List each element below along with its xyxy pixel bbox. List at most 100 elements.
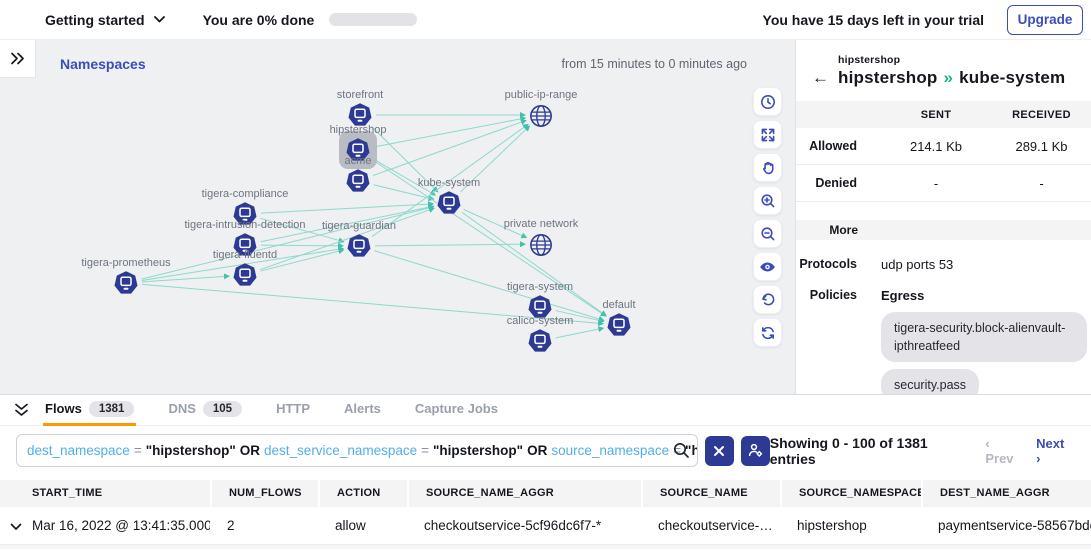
graph-node-hipstershop[interactable]: hipstershop — [330, 124, 386, 169]
cell-start_time: Mar 16, 2022 @ 13:41:35.000 — [0, 507, 210, 545]
flows-panel: Flows 1381 DNS 105 HTTP Alerts Capture Jobs de… — [0, 394, 1091, 551]
expand-row-chevron-icon[interactable] — [10, 519, 22, 534]
detail-title: hipstershop » kube-system — [838, 68, 1065, 88]
back-arrow-icon[interactable]: ← — [812, 68, 829, 87]
refresh-button[interactable] — [753, 318, 782, 347]
policy-pill: security.pass — [881, 369, 980, 394]
protocols-value: udp ports 53 — [881, 257, 954, 272]
fit-screen-button[interactable] — [753, 120, 782, 149]
received-header: RECEIVED — [1012, 108, 1071, 121]
top-bar: Getting started You are 0% done You have… — [0, 0, 1091, 40]
namespace-icon — [437, 191, 461, 215]
upgrade-button[interactable]: Upgrade — [1007, 4, 1083, 35]
more-label: More — [829, 223, 858, 237]
pan-icon — [760, 160, 776, 176]
column-header-num_flows[interactable]: NUM_FLOWS — [210, 480, 318, 507]
prev-page-button[interactable]: ‹ Prev — [985, 435, 1014, 466]
tab-http[interactable]: HTTP — [274, 395, 312, 426]
node-label: tigera-fluentd — [212, 249, 278, 261]
graph-node-tigera-guardian[interactable]: tigera-guardian — [322, 220, 396, 258]
next-page-button[interactable]: Next › — [1036, 435, 1065, 466]
cell-source_name_aggr: checkoutservice-5cf96dc6f7-* — [407, 507, 641, 545]
graph-toolbar — [753, 87, 782, 347]
cell-action: allow — [318, 507, 407, 545]
edge-detail-panel: hipstershop ← hipstershop » kube-system SE… — [795, 40, 1091, 394]
received-value: 289.1 Kb — [1015, 138, 1068, 154]
tab-alerts[interactable]: Alerts — [342, 395, 383, 426]
node-label: acme — [344, 155, 372, 167]
undo-button[interactable] — [753, 285, 782, 314]
traffic-table-body: Allowed 214.1 Kb 289.1 Kb Denied - - — [796, 128, 1091, 202]
graph-node-kube-system[interactable]: kube-system — [418, 177, 480, 215]
globe-icon — [529, 232, 553, 258]
zoom-in-button[interactable] — [753, 186, 782, 215]
node-label: calico-system — [506, 315, 574, 327]
node-label: tigera-intrusion-detection — [184, 219, 306, 231]
graph-node-public-ip-range[interactable]: public-ip-range — [505, 89, 577, 127]
query-segment-op: = — [673, 443, 682, 458]
graph-node-acme[interactable]: acme — [345, 155, 371, 193]
namespace-icon — [528, 329, 552, 353]
node-label: hipstershop — [329, 124, 387, 136]
user-settings-button[interactable] — [740, 435, 770, 466]
tab-dns[interactable]: DNS 105 — [166, 395, 244, 426]
query-segment-field: source_namespace — [551, 443, 670, 458]
column-header-dest_name_aggr[interactable]: DEST_NAME_AGGR — [921, 480, 1091, 507]
visibility-button[interactable] — [753, 252, 782, 281]
query-segment-bool: OR — [527, 443, 548, 458]
clear-filter-button[interactable] — [704, 435, 734, 466]
graph-edges — [141, 112, 607, 339]
zoom-out-button[interactable] — [753, 219, 782, 248]
getting-started-label: Getting started — [45, 11, 145, 28]
namespace-icon — [233, 202, 257, 226]
next-row-strip — [0, 545, 1091, 549]
sent-value: - — [933, 175, 939, 191]
column-header-source_name_aggr[interactable]: SOURCE_NAME_AGGR — [407, 480, 641, 507]
node-label: tigera-guardian — [322, 220, 396, 232]
pan-button[interactable] — [753, 153, 782, 182]
graph-node-default[interactable]: default — [602, 299, 636, 337]
collapse-panel-button[interactable] — [14, 403, 29, 417]
progress-bar — [329, 13, 418, 26]
close-icon — [714, 445, 725, 456]
detail-eyebrow: hipstershop — [838, 54, 901, 66]
tab-capture-jobs[interactable]: Capture Jobs — [413, 395, 500, 426]
column-header-start_time[interactable]: START_TIME — [0, 480, 210, 507]
graph-node-tigera-compliance[interactable]: tigera-compliance — [202, 188, 288, 226]
graph-node-tigera-system[interactable]: tigera-system — [507, 281, 573, 319]
graph-node-private-network[interactable]: private network — [504, 218, 578, 258]
column-header-action[interactable]: ACTION — [318, 480, 407, 507]
query-segment-op: = — [421, 443, 430, 458]
graph-node-tigera-intrusion-detection[interactable]: tigera-intrusion-detection — [184, 219, 306, 257]
cell-source_namespace: hipstershop — [780, 507, 921, 545]
progress-label: You are 0% done — [202, 11, 315, 28]
sent-header: SENT — [920, 108, 952, 121]
column-header-source_namespace[interactable]: SOURCE_NAMESPACE — [780, 480, 921, 507]
expand-sidebar-button[interactable] — [0, 40, 36, 78]
undo-icon — [760, 292, 776, 308]
namespace-icon — [348, 103, 372, 127]
zoom-in-icon — [760, 193, 776, 209]
getting-started-menu[interactable]: Getting started — [45, 12, 165, 28]
tab-label: Alerts — [344, 401, 381, 416]
graph-node-calico-system[interactable]: calico-system — [507, 315, 573, 353]
node-label: default — [602, 299, 636, 311]
traffic-row-allowed: Allowed 214.1 Kb 289.1 Kb — [796, 128, 1091, 165]
query-segment-field: dest_namespace — [27, 443, 130, 458]
graph-node-tigera-fluentd[interactable]: tigera-fluentd — [213, 249, 277, 287]
flow-table-row[interactable]: Mar 16, 2022 @ 13:41:35.000 2 allow checkou… — [0, 507, 1091, 545]
flows-table-header-row: START_TIME NUM_FLOWS ACTION SOURCE_NAME_AGG… — [0, 480, 1091, 507]
flows-table: START_TIME NUM_FLOWS ACTION SOURCE_NAME_AGG… — [0, 480, 1091, 549]
policy-pill: tigera-security.block-alienvault-ipthrea… — [881, 312, 1087, 363]
traffic-row-label: Denied — [815, 176, 857, 190]
filter-query-input[interactable]: dest_namespace = "hipstershop" OR dest_servi… — [16, 434, 698, 467]
clock-button[interactable] — [753, 87, 782, 116]
person-gear-icon — [748, 443, 762, 457]
tab-flows[interactable]: Flows 1381 — [43, 395, 137, 426]
node-label: tigera-prometheus — [81, 257, 171, 269]
graph-node-tigera-prometheus[interactable]: tigera-prometheus — [81, 257, 171, 295]
column-header-source_name[interactable]: SOURCE_NAME — [641, 480, 780, 507]
query-segment-field: dest_service_namespace — [264, 443, 418, 458]
graph-node-storefront[interactable]: storefront — [337, 89, 383, 127]
trial-countdown-label: You have 15 days left in your trial — [762, 11, 984, 28]
